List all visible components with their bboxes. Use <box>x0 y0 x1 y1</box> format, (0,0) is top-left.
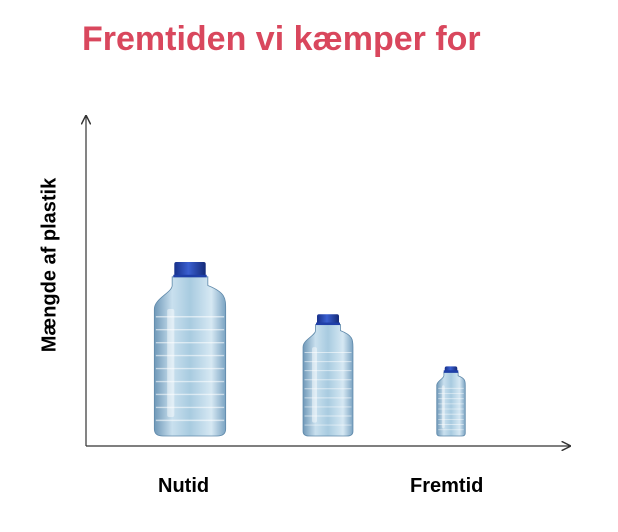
x-tick-label-fremtid: Fremtid <box>410 475 484 497</box>
bottle-cap <box>174 262 206 277</box>
bottle-cap-ring <box>443 370 459 373</box>
bottle-highlight <box>441 385 445 429</box>
x-tick-label-nutid: Nutid <box>158 475 210 497</box>
bottle-body <box>153 276 227 437</box>
bottle-cap-ring <box>173 274 207 278</box>
bottle-body <box>302 324 354 437</box>
bottle-bar-2 <box>302 314 354 437</box>
page-title: Fremtiden vi kæmper for <box>82 20 481 58</box>
bottle-bar-3 <box>436 366 466 437</box>
bottle-highlight <box>312 347 318 423</box>
bottle-bar-1 <box>153 262 227 437</box>
bottle-highlight <box>167 308 175 417</box>
bottle-cap <box>317 314 339 325</box>
bottle-cap-ring <box>316 322 340 326</box>
